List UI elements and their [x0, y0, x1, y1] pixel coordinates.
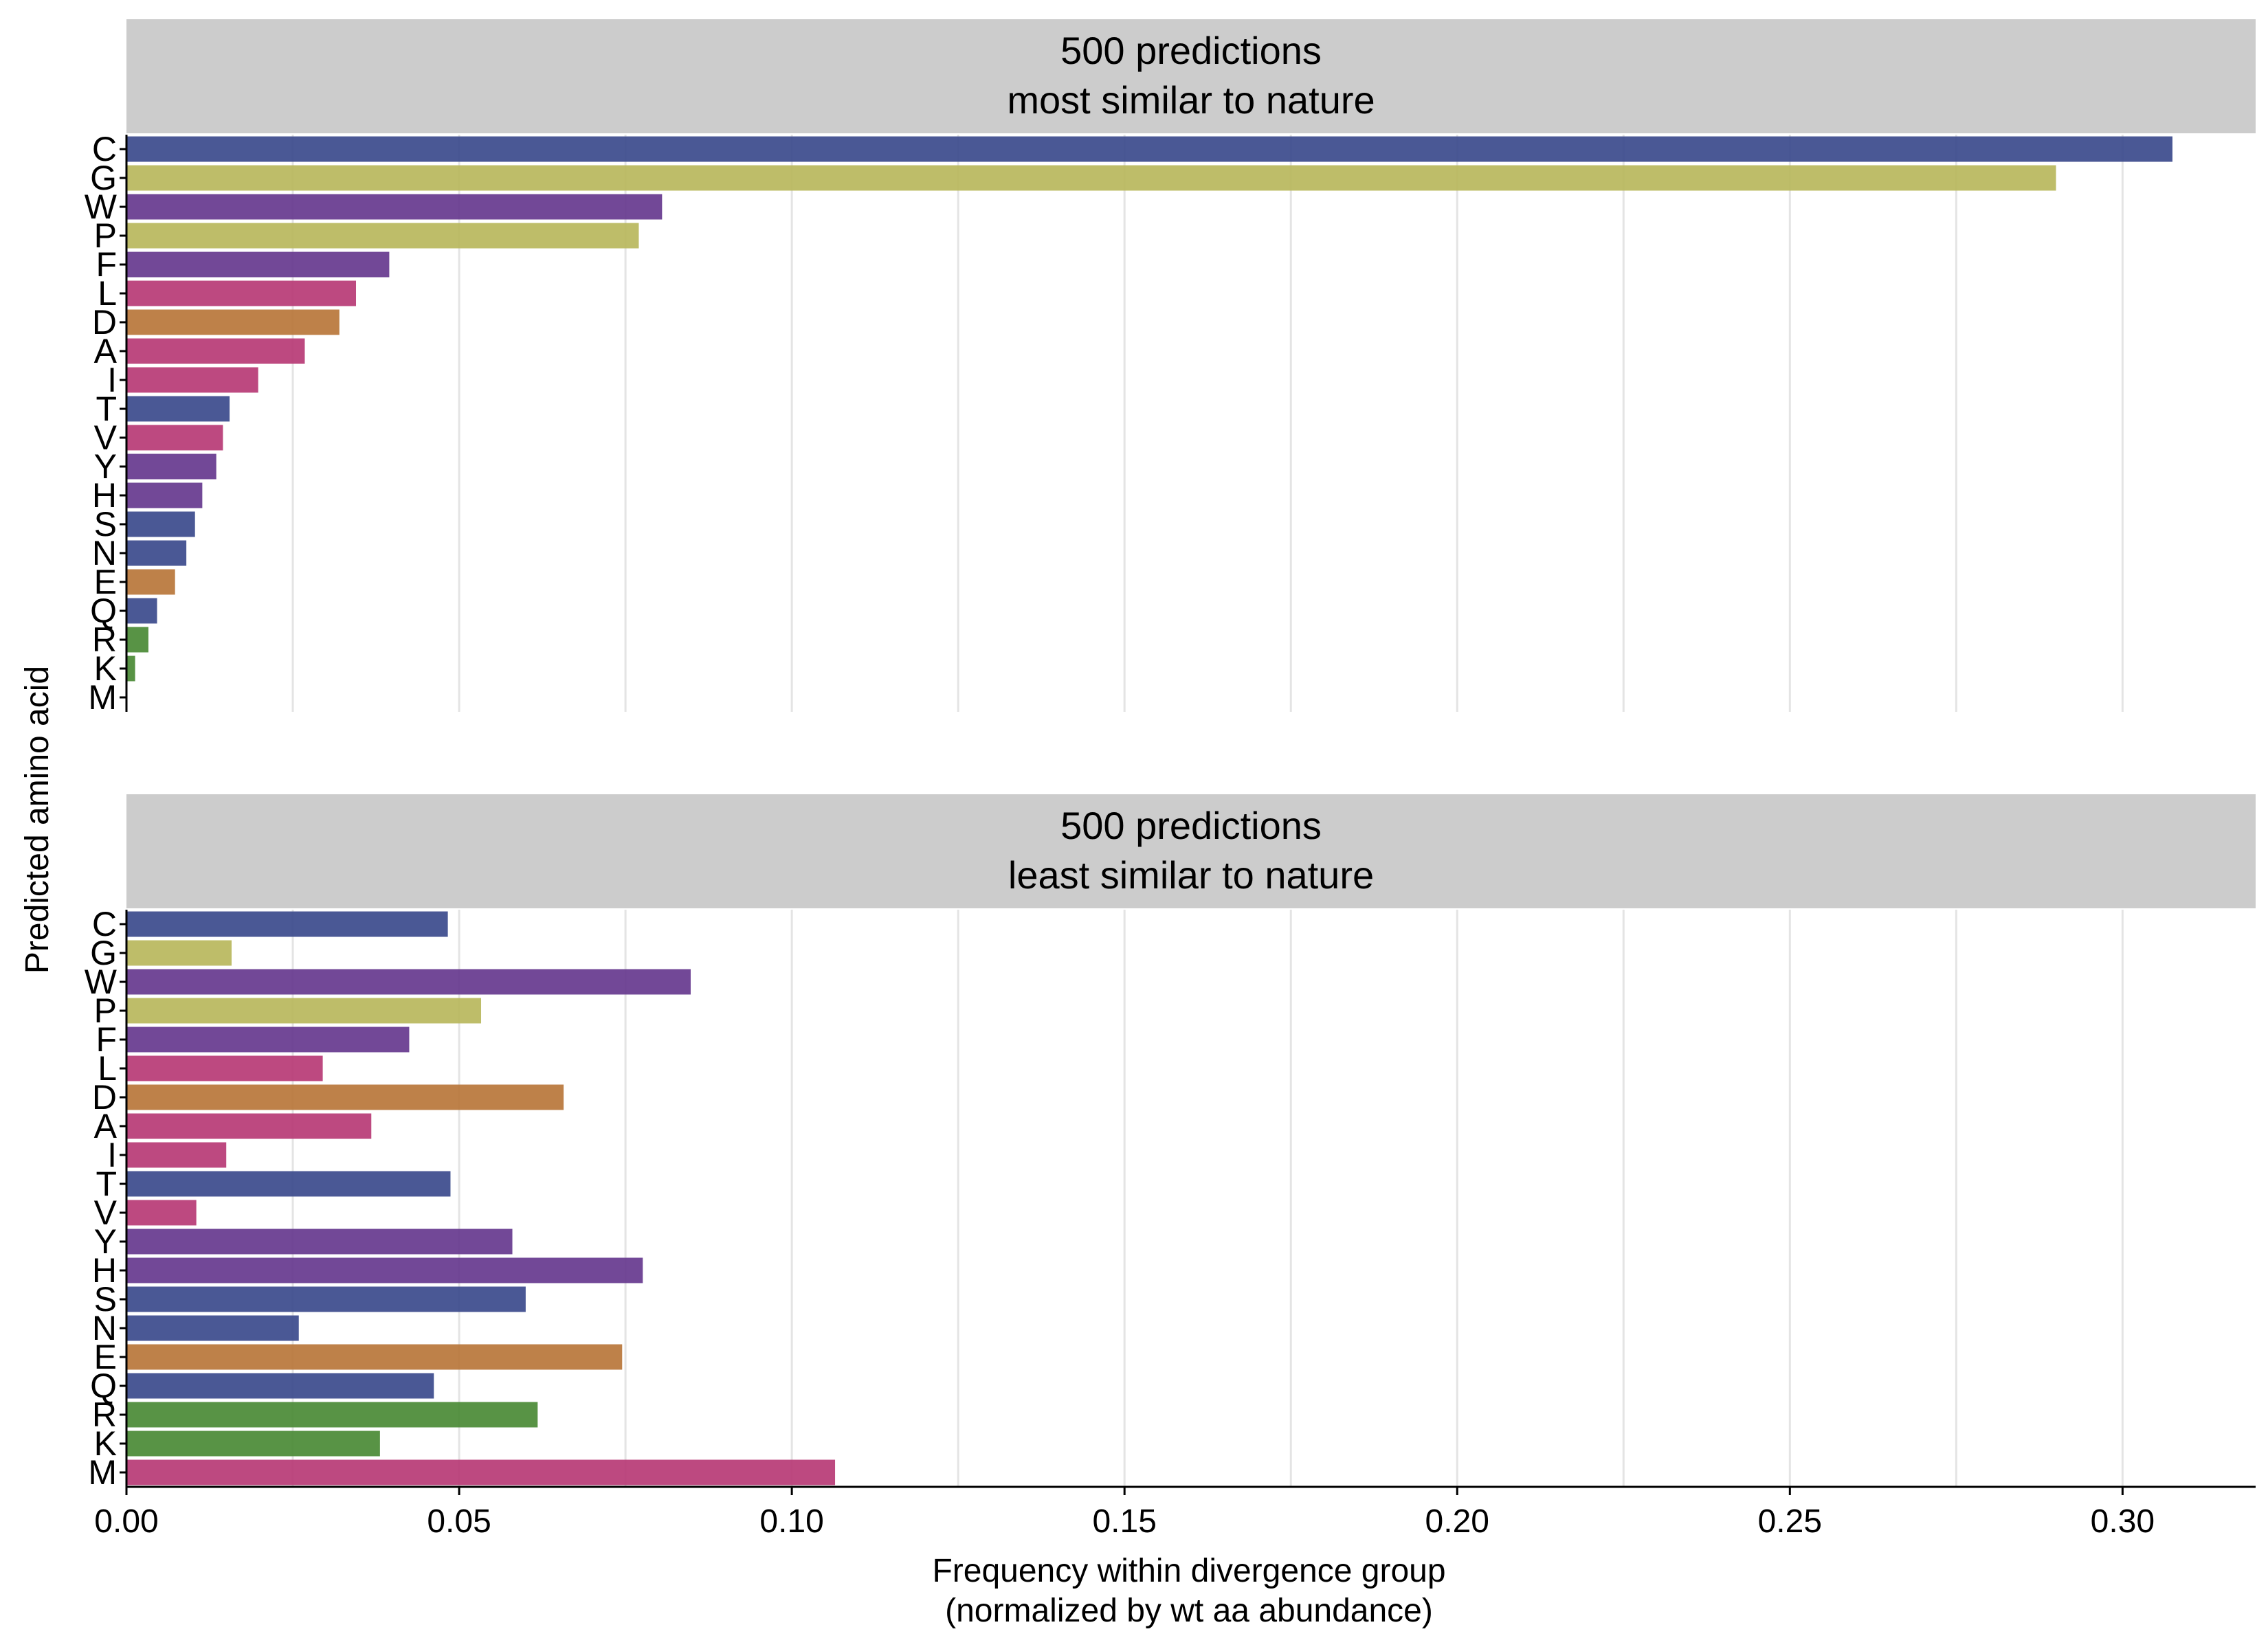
category-label-A: A [94, 1107, 118, 1145]
x-axis-label-line2: (normalized by wt aa abundance) [945, 1593, 1433, 1629]
x-tick-label: 0.00 [94, 1503, 158, 1540]
bar-M [126, 1459, 836, 1485]
bar-W [126, 194, 663, 220]
panel-2: 500 predictions least similar to nature CG… [85, 794, 2256, 1540]
category-label-R: R [92, 620, 117, 659]
bar-F [126, 251, 390, 278]
x-tick-label: 0.30 [2091, 1503, 2155, 1540]
bar-H [126, 1257, 643, 1283]
category-label-L: L [98, 274, 117, 313]
category-label-D: D [92, 1078, 117, 1117]
bar-N [126, 540, 187, 566]
category-label-Q: Q [90, 592, 117, 630]
category-label-D: D [92, 303, 117, 341]
bar-G [126, 940, 232, 966]
bar-A [126, 338, 305, 364]
bar-S [126, 1286, 526, 1312]
bar-T [126, 1171, 451, 1197]
panel-strip [126, 19, 2256, 133]
panel-title-line2: least similar to nature [1008, 853, 1374, 897]
category-label-V: V [94, 1193, 118, 1232]
bar-N [126, 1315, 299, 1341]
category-label-I: I [107, 361, 117, 399]
panel-title-line1: 500 predictions [1060, 804, 1322, 847]
y-axis-label: Predicted amino acid [19, 666, 56, 974]
bar-P [126, 223, 639, 249]
category-label-T: T [96, 1165, 117, 1203]
bar-Y [126, 1229, 513, 1255]
category-label-C: C [92, 905, 117, 943]
bar-K [126, 1431, 380, 1457]
category-label-K: K [94, 1424, 117, 1463]
category-label-W: W [85, 188, 118, 226]
bar-A [126, 1113, 372, 1139]
category-label-V: V [94, 418, 118, 457]
bar-Y [126, 453, 216, 480]
x-axis-label-line1: Frequency within divergence group [932, 1553, 1445, 1589]
bar-S [126, 511, 195, 537]
x-tick-label: 0.05 [427, 1503, 491, 1540]
category-label-R: R [92, 1395, 117, 1434]
bar-K [126, 655, 135, 682]
category-label-L: L [98, 1049, 117, 1088]
category-label-M: M [88, 1453, 117, 1492]
category-label-K: K [94, 649, 117, 688]
bar-E [126, 569, 175, 595]
category-label-Y: Y [94, 1222, 117, 1261]
x-tick-label: 0.25 [1758, 1503, 1822, 1540]
category-label-F: F [96, 1020, 117, 1059]
bar-C [126, 136, 2172, 162]
bar-I [126, 367, 258, 393]
category-label-W: W [85, 963, 118, 1001]
bar-V [126, 1200, 197, 1226]
category-label-N: N [92, 1309, 117, 1347]
bar-T [126, 396, 230, 422]
category-label-S: S [94, 505, 117, 543]
category-label-F: F [96, 245, 117, 284]
bar-Q [126, 1373, 434, 1399]
bar-H [126, 482, 203, 508]
category-label-Y: Y [94, 447, 117, 486]
category-label-H: H [92, 476, 117, 515]
category-label-G: G [90, 934, 117, 972]
category-label-M: M [88, 678, 117, 717]
bar-I [126, 1142, 227, 1168]
bar-F [126, 1027, 410, 1053]
category-label-E: E [94, 563, 117, 601]
bar-L [126, 280, 357, 306]
bar-R [126, 627, 148, 653]
category-label-S: S [94, 1280, 117, 1319]
panel-title-line2: most similar to nature [1007, 78, 1375, 122]
bar-C [126, 911, 448, 937]
category-label-E: E [94, 1338, 117, 1376]
category-label-A: A [94, 332, 118, 370]
category-label-I: I [107, 1136, 117, 1174]
bar-D [126, 309, 340, 335]
category-label-C: C [92, 130, 117, 168]
category-label-Q: Q [90, 1367, 117, 1405]
bar-D [126, 1084, 564, 1110]
category-label-N: N [92, 534, 117, 572]
category-label-H: H [92, 1251, 117, 1290]
bar-V [126, 425, 223, 451]
x-tick-label: 0.20 [1425, 1503, 1489, 1540]
bar-G [126, 165, 2056, 191]
x-tick-label: 0.10 [759, 1503, 823, 1540]
panel-title-line1: 500 predictions [1060, 29, 1322, 72]
category-label-G: G [90, 159, 117, 197]
panel-strip [126, 794, 2256, 908]
panel-1: 500 predictions most similar to nature CGW… [85, 19, 2256, 717]
bar-P [126, 998, 482, 1024]
x-tick-label: 0.15 [1092, 1503, 1156, 1540]
bar-E [126, 1344, 623, 1370]
category-label-P: P [94, 991, 117, 1030]
bar-R [126, 1402, 538, 1428]
bar-L [126, 1055, 323, 1081]
bar-W [126, 969, 691, 995]
bar-Q [126, 598, 157, 624]
category-label-P: P [94, 216, 117, 255]
category-label-T: T [96, 390, 117, 428]
